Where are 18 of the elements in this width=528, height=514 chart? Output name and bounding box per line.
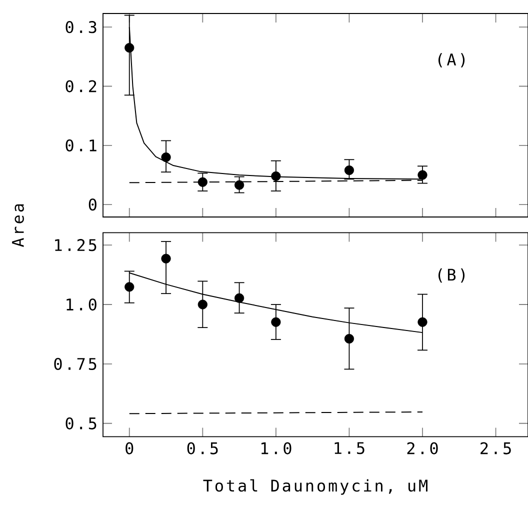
y-axis-title: Area [12,204,24,247]
x-tick-label: 0.5 [187,442,218,454]
x-tick-label: 1.5 [334,442,364,454]
y-tick-label: 0.75 [54,358,96,370]
x-tick-label: 1.0 [261,442,292,454]
y-tick-label: 1.0 [66,298,96,311]
x-tick-label: 2.0 [407,442,438,454]
y-tick-label: 1.25 [55,239,96,252]
x-tick-label: 2.5 [480,442,511,454]
annotation: (B) [438,268,465,283]
y-tick-label: 0.3 [66,21,96,34]
y-tick-label: 0 [88,198,96,211]
annotation: (A) [438,53,465,68]
x-axis-title: Total Daunomycin, uM [203,479,428,495]
x-tick-label: 0 [126,442,134,454]
y-tick-label: 0.1 [66,139,96,152]
y-tick-label: 0.2 [66,80,96,92]
y-tick-label: 0.5 [66,417,96,430]
